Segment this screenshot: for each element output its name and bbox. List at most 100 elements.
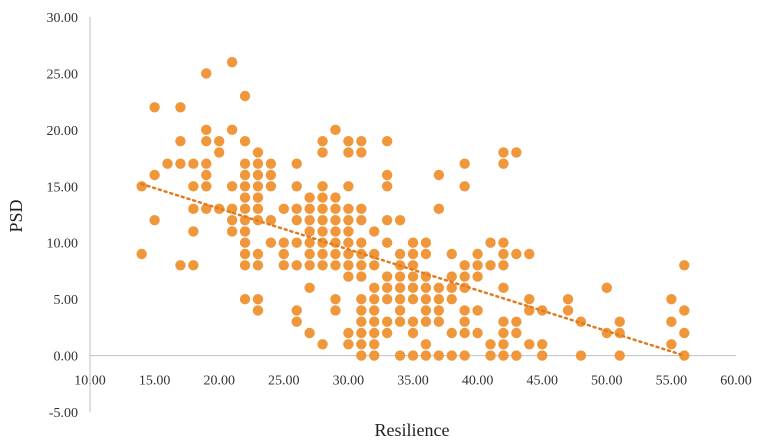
data-point xyxy=(485,237,496,248)
trendline xyxy=(140,182,686,357)
data-point xyxy=(433,316,445,327)
data-point xyxy=(356,316,367,327)
data-point xyxy=(369,282,380,294)
x-tick-label: 40.00 xyxy=(462,374,494,389)
data-point xyxy=(394,248,406,260)
data-point xyxy=(252,203,264,215)
data-point xyxy=(239,226,251,237)
x-tick-labels: 10.00 15.00 20.00 25.00 30.00 35.00 40.00 45.00… xyxy=(74,374,752,389)
y-tick-label: 0.00 xyxy=(54,350,79,365)
data-point xyxy=(239,203,251,215)
data-point xyxy=(562,293,574,305)
data-point xyxy=(252,305,264,316)
data-point xyxy=(278,203,289,215)
data-point xyxy=(433,169,445,181)
data-point xyxy=(472,327,483,339)
data-point xyxy=(666,339,677,350)
data-point xyxy=(394,316,406,327)
data-point xyxy=(498,158,509,169)
data-point xyxy=(524,293,535,305)
data-point xyxy=(330,214,341,226)
data-point xyxy=(317,181,328,192)
data-point xyxy=(343,271,354,282)
data-point xyxy=(291,158,302,169)
data-point xyxy=(330,305,341,316)
data-point xyxy=(614,316,625,327)
data-point xyxy=(291,203,302,215)
data-point xyxy=(394,282,406,294)
x-tick-label: 55.00 xyxy=(656,374,688,389)
data-point xyxy=(381,282,393,294)
data-point xyxy=(304,214,315,226)
data-point xyxy=(562,305,574,316)
data-point xyxy=(304,237,315,248)
data-point xyxy=(498,260,509,271)
data-point xyxy=(459,158,470,169)
data-point xyxy=(239,158,251,169)
data-point xyxy=(420,305,432,316)
data-point xyxy=(201,158,212,169)
data-point xyxy=(291,181,302,192)
data-point xyxy=(356,305,367,316)
data-point xyxy=(317,214,328,226)
data-point xyxy=(175,158,186,169)
data-point xyxy=(511,316,522,327)
data-point xyxy=(317,192,328,203)
data-point xyxy=(524,339,535,350)
data-point xyxy=(459,271,470,282)
data-point xyxy=(381,293,393,305)
data-point xyxy=(498,147,509,158)
data-point xyxy=(252,147,264,158)
data-point xyxy=(226,214,238,226)
data-point xyxy=(679,305,690,316)
data-point xyxy=(407,327,419,339)
y-tick-label: 10.00 xyxy=(47,237,79,252)
data-point xyxy=(188,181,199,192)
data-point xyxy=(394,271,406,282)
y-tick-label: -5.00 xyxy=(49,406,78,421)
data-points xyxy=(136,56,690,361)
data-point xyxy=(214,135,225,147)
data-point xyxy=(252,260,264,271)
data-point xyxy=(356,203,367,215)
data-point xyxy=(356,237,367,248)
x-tick-label: 60.00 xyxy=(720,374,752,389)
data-point xyxy=(278,248,289,260)
data-point xyxy=(459,350,470,361)
data-point xyxy=(459,181,470,192)
data-point xyxy=(511,248,522,260)
data-point xyxy=(459,305,470,316)
data-point xyxy=(356,260,367,271)
data-point xyxy=(265,169,277,181)
data-point xyxy=(265,181,277,192)
data-point xyxy=(356,135,367,147)
data-point xyxy=(394,214,406,226)
data-point xyxy=(381,169,393,181)
data-point xyxy=(330,192,341,203)
data-point xyxy=(291,305,302,316)
data-point xyxy=(239,293,251,305)
data-point xyxy=(252,169,264,181)
data-point xyxy=(343,214,354,226)
data-point xyxy=(291,237,302,248)
data-point xyxy=(679,350,690,361)
data-point xyxy=(201,124,212,136)
data-point xyxy=(226,124,238,136)
data-point xyxy=(356,147,367,158)
data-point xyxy=(369,226,380,237)
data-point xyxy=(239,260,251,271)
data-point xyxy=(304,327,315,339)
data-point xyxy=(317,135,328,147)
data-point xyxy=(459,316,470,327)
data-point xyxy=(381,271,393,282)
data-point xyxy=(381,181,393,192)
data-point xyxy=(291,316,302,327)
data-point xyxy=(407,350,419,361)
data-point xyxy=(407,293,419,305)
data-point xyxy=(149,169,160,181)
data-point xyxy=(317,339,328,350)
data-point xyxy=(226,56,238,68)
data-point xyxy=(369,293,380,305)
